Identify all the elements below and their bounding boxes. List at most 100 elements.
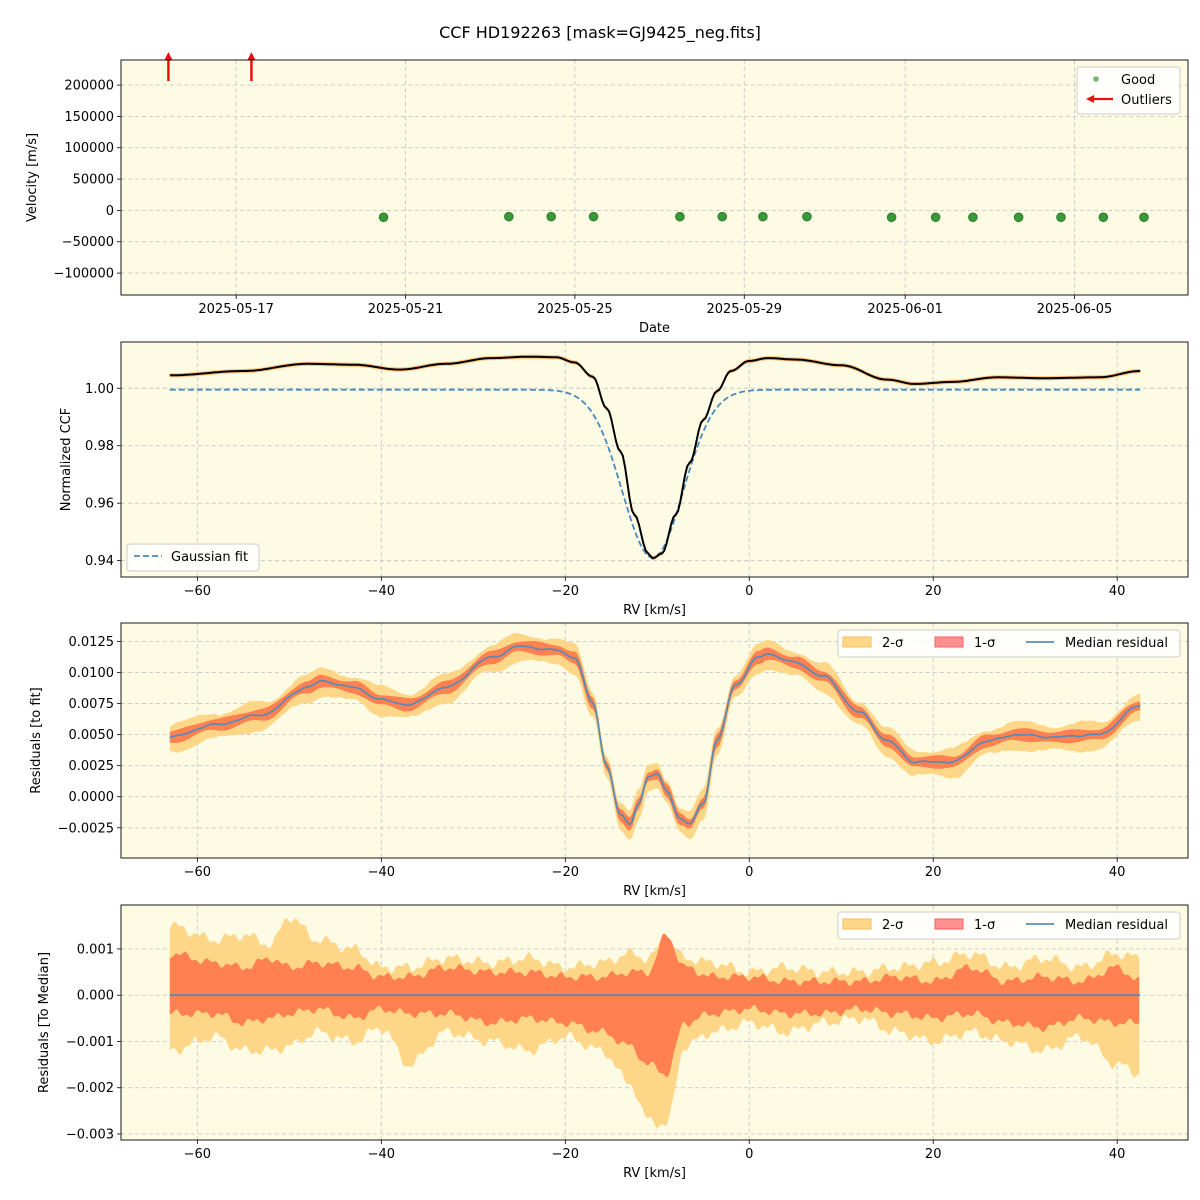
y-tick-label: 0 [106,204,114,219]
y-tick-label: 50000 [73,173,114,188]
median-residual-line [169,645,1141,826]
y-tick-label: 0.0125 [69,635,115,650]
y-tick-label: −0.003 [66,1127,114,1142]
legend-marker-outlier-head [1086,95,1094,103]
grid-1 [121,342,1188,577]
y-axis-label: Normalized CCF [59,408,74,512]
legend-marker-good [1093,76,1099,82]
x-tick-label: 2025-05-25 [537,302,613,317]
legend-label-2sigma: 2-σ [882,918,903,933]
good-point [1056,212,1066,223]
good-point [1013,212,1024,223]
x-tick-label: 20 [925,865,942,880]
y-tick-label: 0.94 [85,554,114,569]
x-tick-label: −40 [368,865,395,880]
x-axis-label: Date [639,321,670,336]
y-tick-label: −0.002 [66,1081,114,1096]
figure-title: CCF HD192263 [mask=GJ9425_neg.fits] [439,23,761,43]
legend-residuals-3: 2-σ 1-σ Median residual [837,629,1181,658]
legend-label-outliers: Outliers [1121,93,1172,108]
legend-marker-1sigma [934,636,964,648]
good-point [1139,212,1149,223]
x-tick-label: −20 [552,1147,579,1162]
legend-label-1sigma: 1-σ [974,918,995,933]
y-axis-label: Velocity [m/s] [25,133,40,222]
x-tick-label: 40 [1109,1147,1126,1162]
y-axis-label: Residuals [To Median] [37,952,52,1093]
legend-box [837,911,1181,940]
x-axis-label: RV [km/s] [623,1166,686,1181]
y-tick-label: 0.001 [77,942,114,957]
legend-label-median: Median residual [1065,918,1168,933]
good-point [802,211,812,222]
x-tick-label: 2025-05-29 [706,302,782,317]
y-tick-label: 0.0100 [69,666,115,681]
plot-border-3 [120,904,1189,1141]
x-tick-label: −20 [552,865,579,880]
outlier-arrow-head [247,52,256,60]
good-point [504,211,514,222]
good-point [378,212,389,223]
good-point [675,211,685,222]
outlier-arrows [164,52,256,81]
legend-marker-1sigma [934,918,964,930]
legend-box [837,629,1181,658]
plot-border-0 [120,59,1189,296]
x-tick-label: −60 [184,584,211,599]
x-tick-label: −20 [552,584,579,599]
x-tick-label: 0 [745,865,753,880]
good-point [886,212,897,223]
good-point [588,211,599,222]
legend-box [1076,66,1181,115]
legend-marker-2sigma [842,636,872,648]
x-tick-label: 40 [1109,584,1126,599]
legend-label-good: Good [1121,73,1155,88]
good-point [930,212,941,223]
x-axis-label: RV [km/s] [623,884,686,899]
y-axis-label: Residuals [to fit] [29,687,44,793]
x-tick-label: −60 [184,865,211,880]
grid-0 [121,60,1188,295]
legend-label-2sigma: 2-σ [882,636,903,651]
plot-area-1 [121,342,1188,577]
good-point [968,212,978,223]
y-tick-label: 0.0000 [69,790,115,805]
y-tick-label: −50000 [62,235,114,250]
y-tick-label: 200000 [64,79,114,94]
plot-border-1 [120,341,1189,578]
legend-label-median: Median residual [1065,636,1168,651]
ccf-line [169,355,1141,560]
y-tick-label: 0.98 [85,439,114,454]
x-tick-label: −40 [368,1147,395,1162]
y-tick-label: 100000 [64,141,114,156]
x-tick-label: −60 [184,1147,211,1162]
y-tick-label: 1.00 [85,382,114,397]
legend-marker-2sigma [842,918,872,930]
y-tick-label: −0.0025 [58,821,114,836]
legend-box [126,543,260,572]
x-tick-label: 20 [925,584,942,599]
y-tick-label: 150000 [64,110,114,125]
x-tick-label: 2025-06-01 [867,302,943,317]
x-tick-label: 0 [745,1147,753,1162]
good-point [758,211,768,222]
x-tick-label: 20 [925,1147,942,1162]
y-tick-label: −0.001 [66,1035,114,1050]
y-tick-label: −100000 [53,267,114,282]
legend-residuals-4: 2-σ 1-σ Median residual [837,911,1181,940]
outlier-arrow-head [164,52,173,60]
good-point [717,211,728,222]
x-tick-label: 40 [1109,865,1126,880]
x-tick-label: −40 [368,584,395,599]
x-tick-label: 2025-05-17 [198,302,274,317]
y-tick-label: 0.0025 [69,759,115,774]
good-point [546,211,556,222]
y-tick-label: 0.000 [77,989,114,1004]
x-tick-label: 2025-05-21 [368,302,444,317]
plot-area-0 [121,60,1188,295]
y-tick-label: 0.0050 [69,728,115,743]
legend-label-1sigma: 1-σ [974,636,995,651]
x-axis-label: RV [km/s] [623,603,686,618]
good-point [1098,212,1109,223]
